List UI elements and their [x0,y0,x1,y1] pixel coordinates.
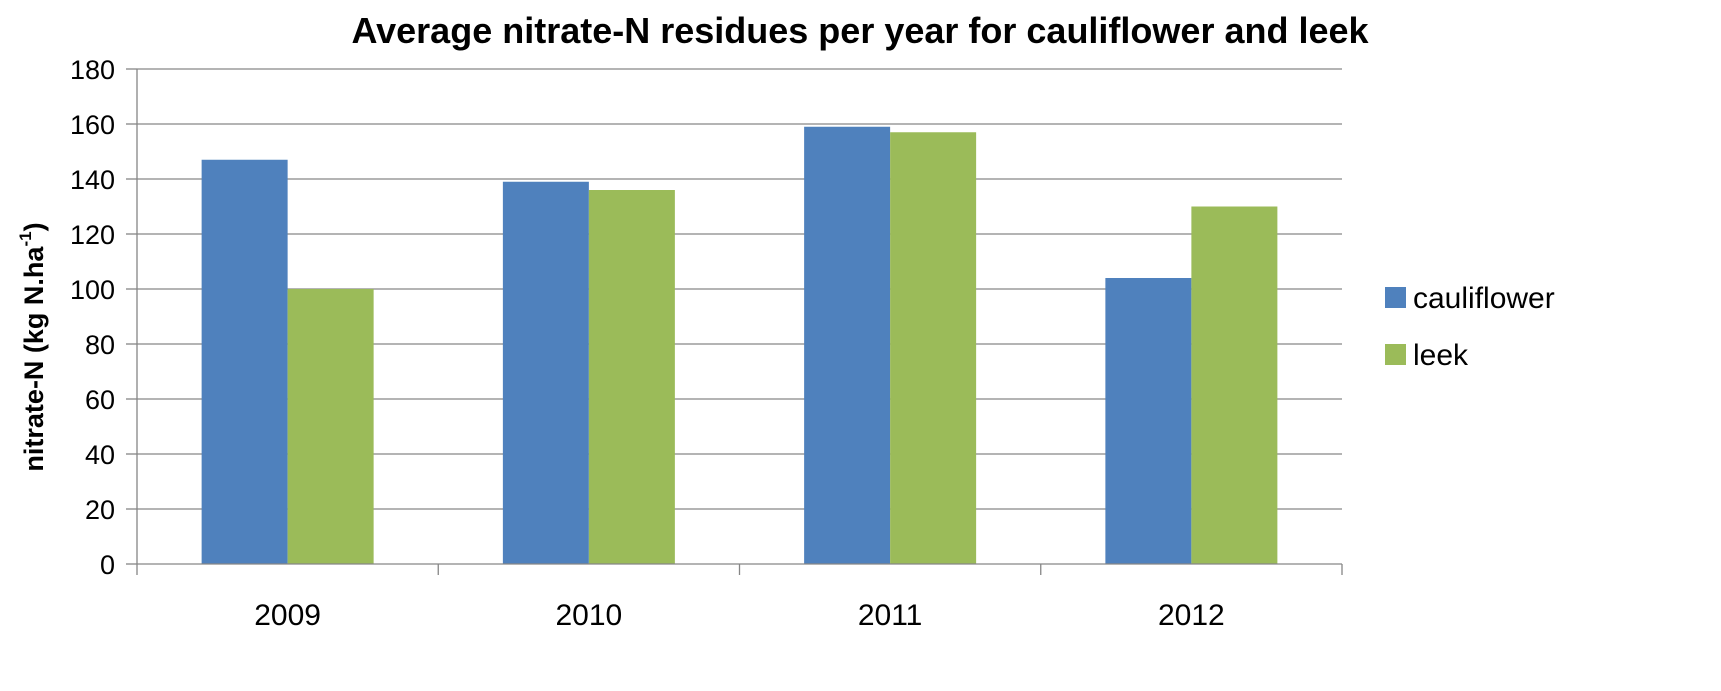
bar-cauliflower-2012 [1105,278,1192,564]
bar-cauliflower-2011 [804,126,891,564]
x-tick-label: 2011 [858,599,923,632]
y-tick-label: 60 [85,385,115,415]
legend-label-cauliflower: cauliflower [1413,282,1555,315]
axes: 0 20 40 60 80 100 120 140 160 180 2009 2010 2011 2012 [70,55,1343,632]
y-tick-label: 180 [70,55,115,85]
bar-cauliflower-2010 [502,181,589,564]
y-tick-label: 120 [70,220,115,250]
y-axis-label-superscript: -1 [16,231,35,246]
y-tick-label: 100 [70,275,115,305]
bar-leek-2010 [588,190,675,564]
y-tick-label: 80 [85,330,115,360]
legend-swatch-leek [1385,344,1406,365]
y-axis-label: nitrate-N (kg N.ha-1) [16,222,49,471]
y-axis-label-suffix: ) [19,222,49,231]
x-tick-label: 2012 [1158,599,1225,632]
y-tick-label: 0 [100,550,115,580]
y-tick-label: 160 [70,110,115,140]
x-tick-label: 2009 [254,599,321,632]
chart-title: Average nitrate-N residues per year for … [351,10,1369,51]
y-tick-label: 140 [70,165,115,195]
legend: cauliflower leek [1385,282,1555,372]
bar-leek-2011 [890,132,977,564]
y-tick-label: 20 [85,495,115,525]
bars [201,126,1278,564]
y-tick-label: 40 [85,440,115,470]
x-tick-label: 2010 [556,599,623,632]
legend-label-leek: leek [1413,339,1469,372]
bar-leek-2012 [1191,206,1278,564]
y-axis-label-main: nitrate-N (kg N.ha [19,246,49,472]
bar-leek-2009 [287,289,374,564]
legend-swatch-cauliflower [1385,287,1406,308]
bar-cauliflower-2009 [201,159,288,564]
